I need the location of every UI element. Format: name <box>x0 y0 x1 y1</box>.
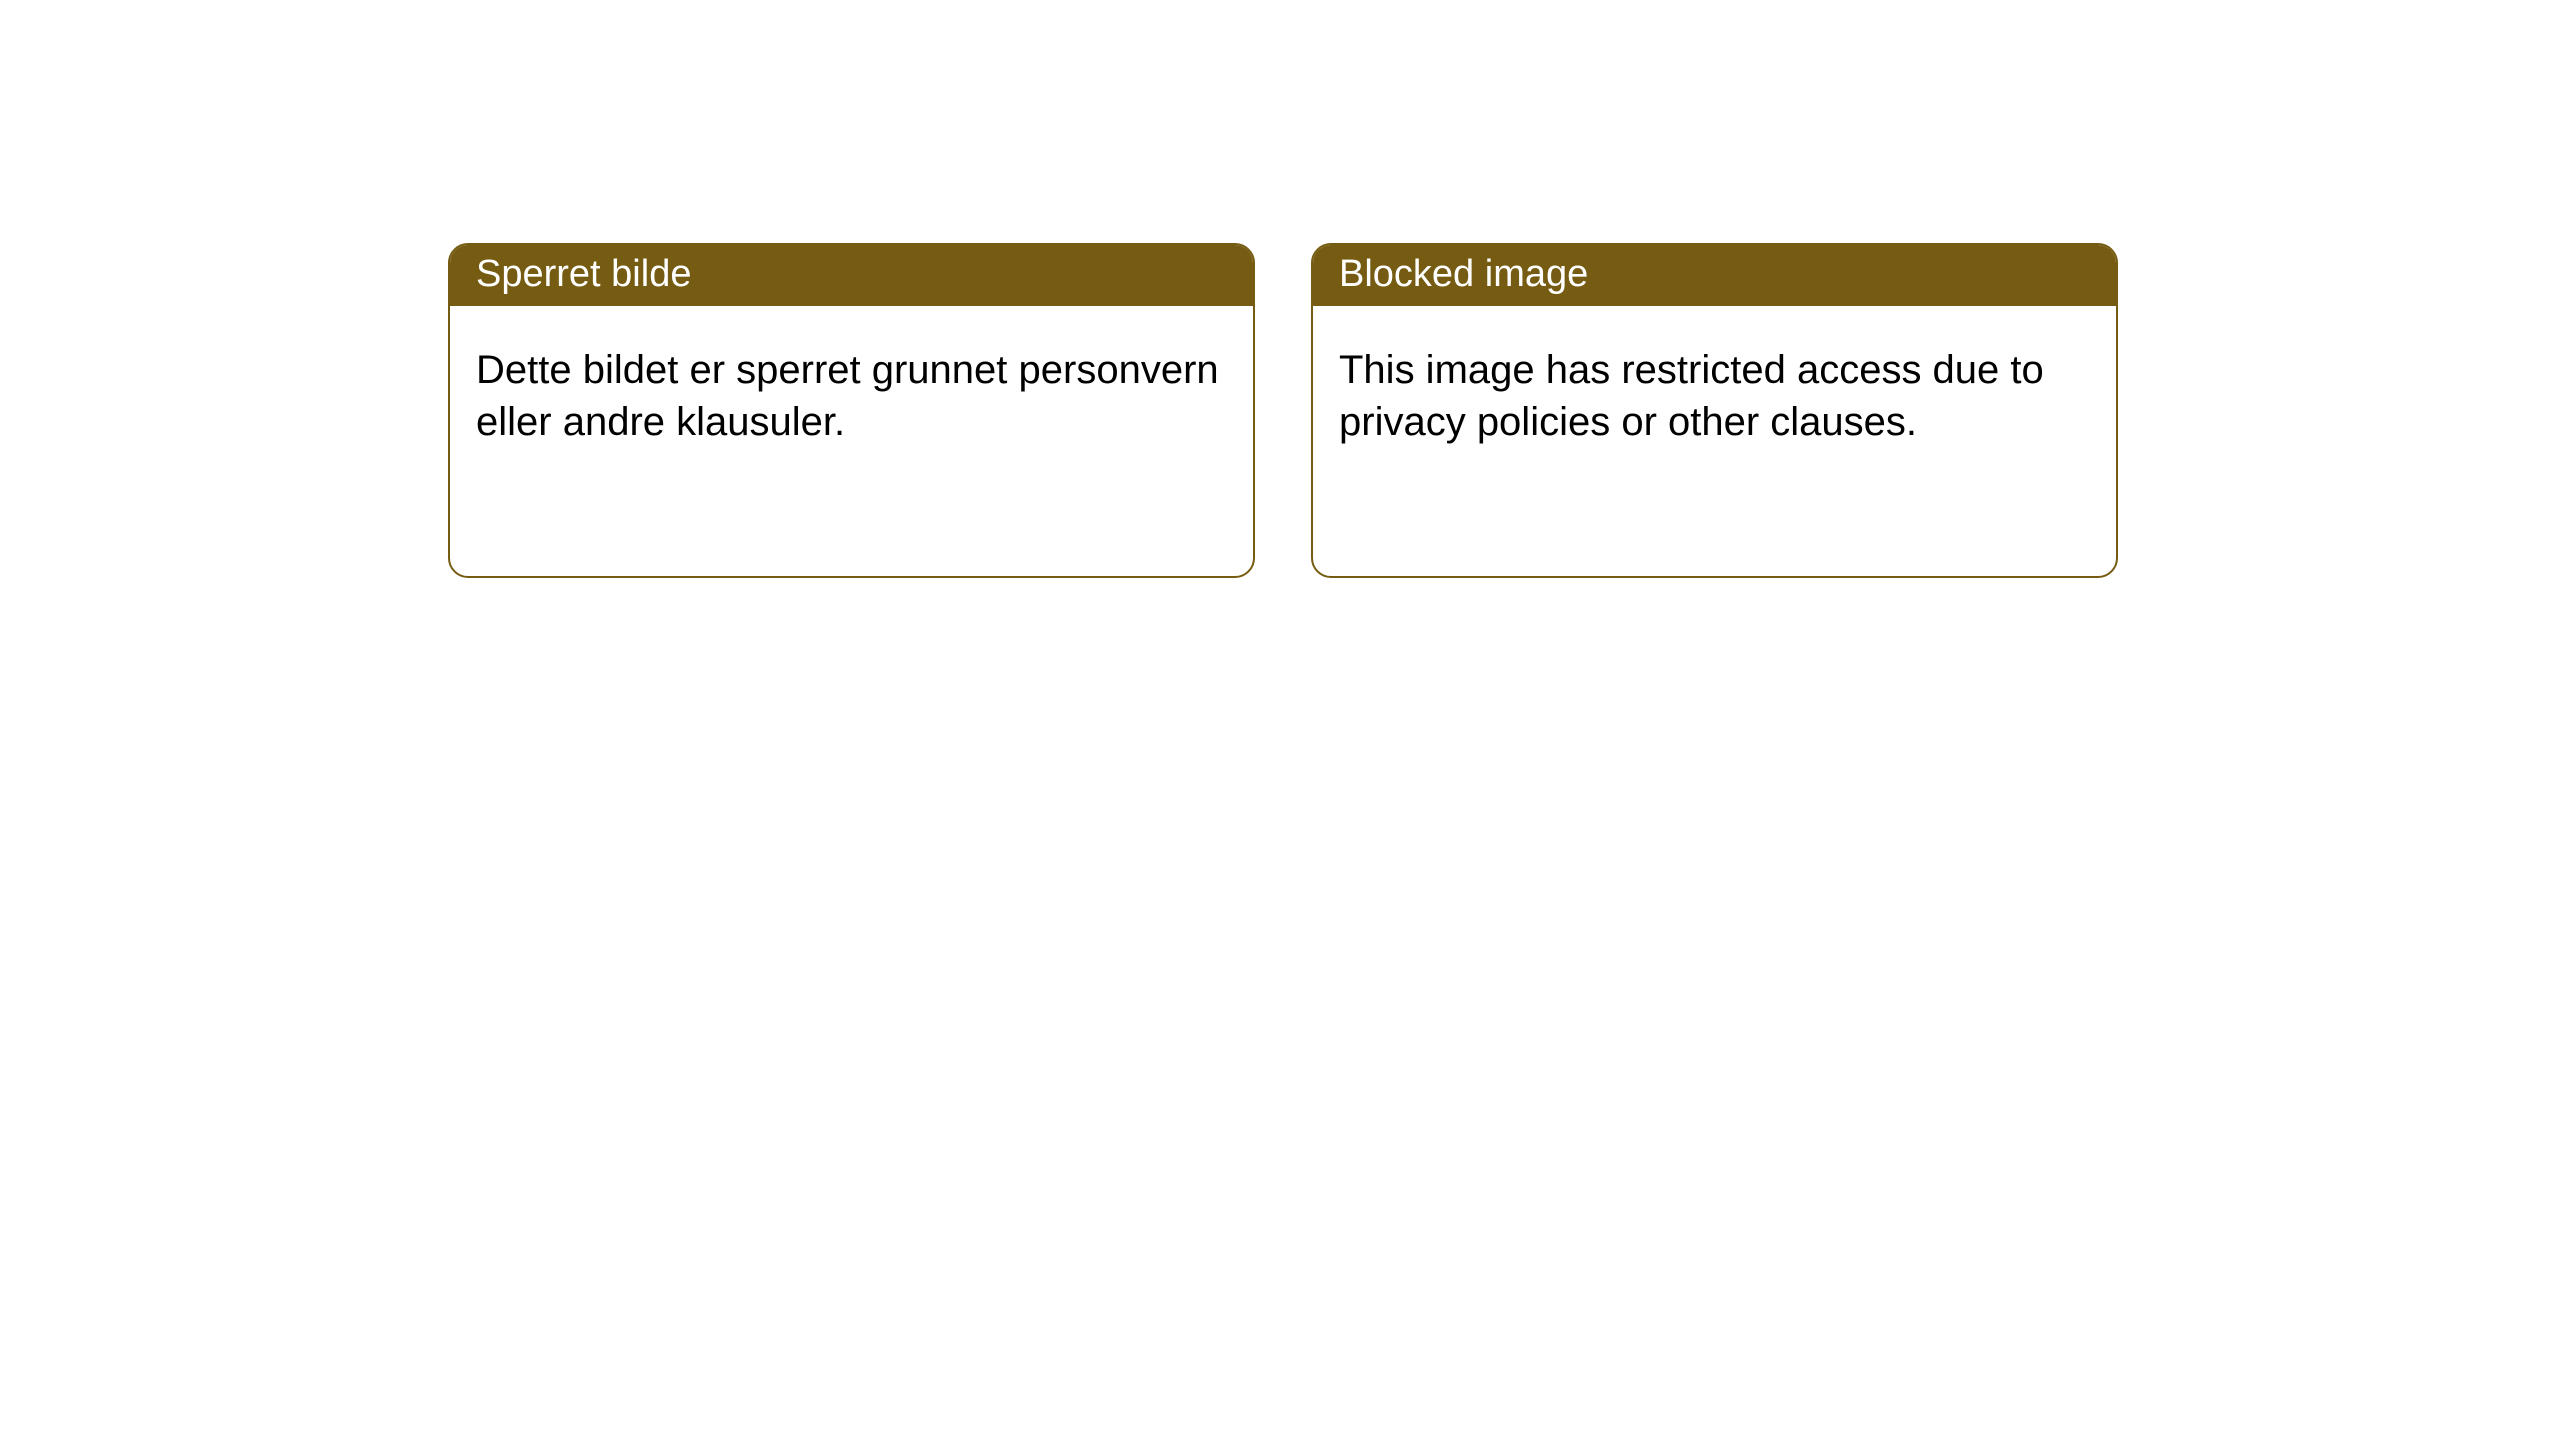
notice-container: Sperret bilde Dette bildet er sperret gr… <box>0 0 2560 578</box>
notice-title: Sperret bilde <box>450 245 1253 306</box>
notice-card-norwegian: Sperret bilde Dette bildet er sperret gr… <box>448 243 1255 578</box>
notice-body: Dette bildet er sperret grunnet personve… <box>450 306 1253 576</box>
notice-body: This image has restricted access due to … <box>1313 306 2116 576</box>
notice-card-english: Blocked image This image has restricted … <box>1311 243 2118 578</box>
notice-title: Blocked image <box>1313 245 2116 306</box>
